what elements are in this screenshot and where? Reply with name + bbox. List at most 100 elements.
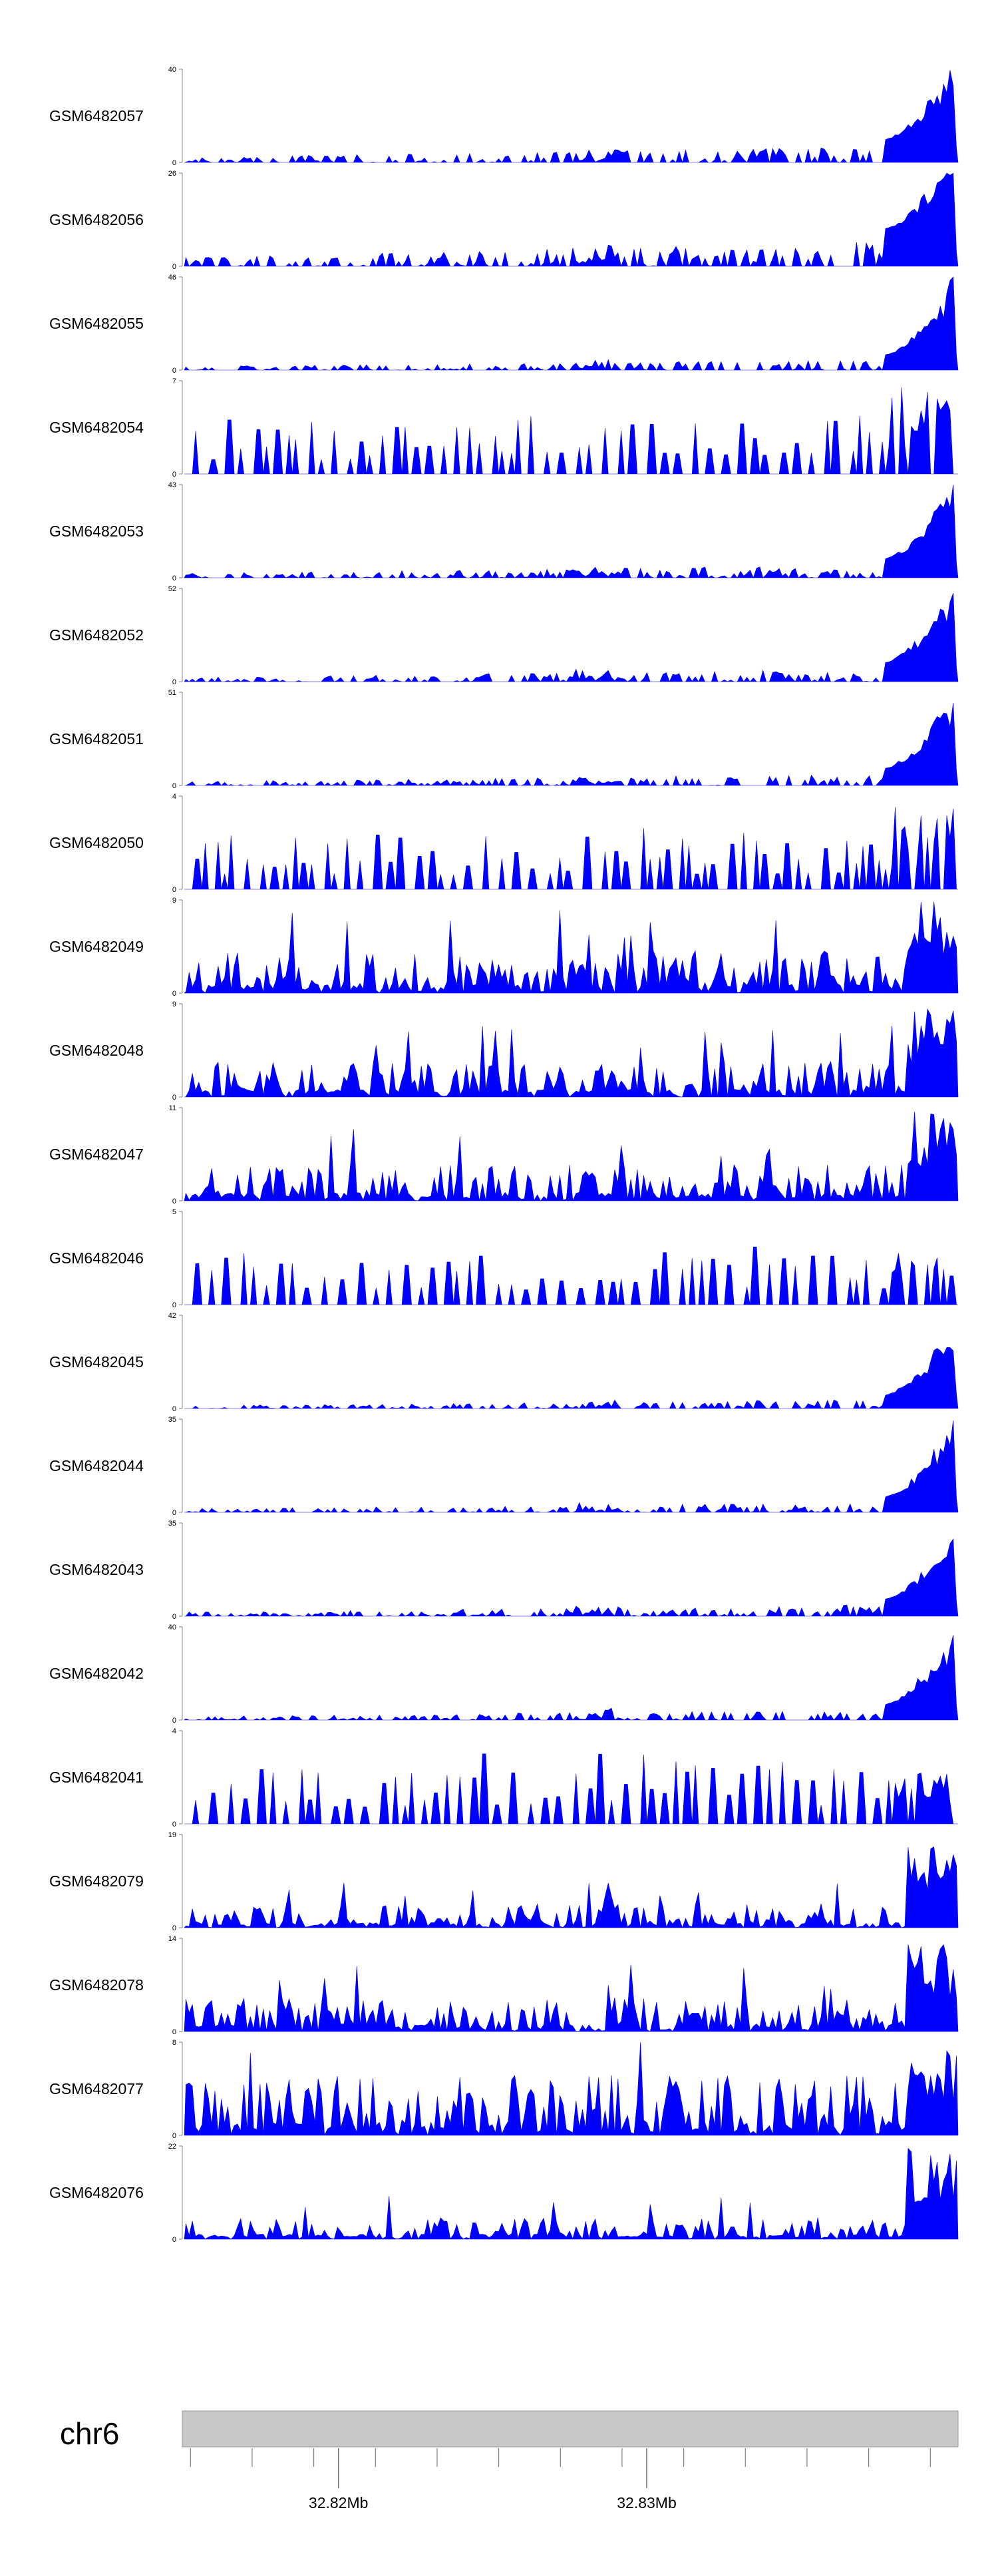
y-max-label: 9: [172, 897, 176, 905]
coverage-area: [184, 1753, 958, 1825]
track-label: GSM6482049: [49, 938, 144, 955]
track-GSM6482079: GSM6482079 19 0: [49, 1831, 959, 1932]
y-max-label: 7: [172, 377, 176, 385]
y-max-label: 42: [168, 1312, 176, 1320]
y-max-label: 52: [168, 585, 176, 593]
y-min-label: 0: [172, 1094, 176, 1102]
y-min-label: 0: [172, 159, 176, 167]
track-label: GSM6482042: [49, 1665, 144, 1682]
track-label: GSM6482054: [49, 419, 144, 436]
y-min-label: 0: [172, 678, 176, 686]
track-label: GSM6482057: [49, 107, 144, 124]
y-min-label: 0: [172, 886, 176, 894]
coverage-area: [184, 276, 959, 371]
position-label: 32.82Mb: [309, 2494, 369, 2511]
y-max-label: 35: [168, 1416, 176, 1424]
track-label: GSM6482076: [49, 2184, 144, 2201]
track-GSM6482057: GSM6482057 40 0: [49, 66, 959, 167]
coverage-area: [184, 2147, 959, 2240]
y-max-label: 4: [172, 793, 176, 801]
coverage-area: [184, 1347, 959, 1409]
y-min-label: 0: [172, 1613, 176, 1621]
coverage-area: [184, 70, 959, 164]
track-GSM6482046: GSM6482046 5 0: [49, 1208, 958, 1309]
coverage-area: [184, 592, 959, 682]
track-label: GSM6482041: [49, 1769, 144, 1786]
coverage-area: [184, 1944, 959, 2032]
track-label: GSM6482043: [49, 1561, 144, 1578]
track-GSM6482044: GSM6482044 35 0: [49, 1416, 959, 1517]
chromosome-label: chr6: [60, 2416, 119, 2451]
y-min-label: 0: [172, 1197, 176, 1205]
y-max-label: 40: [168, 1623, 176, 1631]
track-GSM6482056: GSM6482056 26 0: [49, 170, 959, 271]
track-GSM6482047: GSM6482047 11 0: [49, 1104, 959, 1205]
track-GSM6482052: GSM6482052 52 0: [49, 585, 959, 686]
y-min-label: 0: [172, 1509, 176, 1517]
coverage-area: [184, 484, 959, 578]
coverage-area: [184, 1420, 959, 1513]
y-min-label: 0: [172, 1717, 176, 1725]
track-label: GSM6482044: [49, 1457, 144, 1474]
track-GSM6482050: GSM6482050 4 0: [49, 793, 958, 894]
track-label: GSM6482055: [49, 315, 144, 332]
y-max-label: 4: [172, 1727, 176, 1735]
coverage-area: [184, 387, 958, 475]
track-label: GSM6482048: [49, 1042, 144, 1059]
track-GSM6482054: GSM6482054 7 0: [49, 377, 958, 479]
coverage-tracks: GSM6482057400GSM6482056260GSM6482055460G…: [49, 66, 959, 2244]
y-max-label: 51: [168, 689, 176, 697]
track-GSM6482041: GSM6482041 4 0: [49, 1727, 958, 1828]
y-max-label: 26: [168, 170, 176, 178]
track-GSM6482055: GSM6482055 46 0: [49, 274, 959, 375]
track-GSM6482049: GSM6482049 9 0: [49, 897, 959, 998]
track-label: GSM6482047: [49, 1146, 144, 1163]
coverage-area: [184, 1112, 959, 1201]
y-min-label: 0: [172, 1405, 176, 1413]
track-label: GSM6482046: [49, 1249, 144, 1267]
track-GSM6482078: GSM6482078 14 0: [49, 1935, 959, 2036]
track-label: GSM6482045: [49, 1353, 144, 1371]
y-max-label: 8: [172, 2039, 176, 2047]
y-min-label: 0: [172, 1821, 176, 1828]
coverage-area: [184, 1538, 959, 1617]
track-label: GSM6482051: [49, 730, 144, 748]
y-min-label: 0: [172, 471, 176, 479]
y-min-label: 0: [172, 782, 176, 790]
coverage-area: [184, 807, 958, 890]
track-label: GSM6482056: [49, 211, 144, 228]
track-label: GSM6482079: [49, 1872, 144, 1890]
coverage-area: [184, 901, 959, 994]
y-max-label: 40: [168, 66, 176, 74]
y-max-label: 14: [168, 1935, 176, 1943]
coverage-area: [184, 172, 959, 268]
track-label: GSM6482077: [49, 2080, 144, 2097]
y-max-label: 35: [168, 1520, 176, 1528]
track-GSM6482042: GSM6482042 40 0: [49, 1623, 959, 1725]
track-GSM6482048: GSM6482048 9 0: [49, 1000, 959, 1102]
coverage-area: [184, 703, 959, 786]
y-min-label: 0: [172, 990, 176, 998]
y-min-label: 0: [172, 1301, 176, 1309]
track-label: GSM6482078: [49, 1976, 144, 1994]
track-label: GSM6482053: [49, 523, 144, 540]
coverage-area: [184, 1008, 959, 1098]
coverage-area: [184, 2041, 959, 2136]
y-min-label: 0: [172, 2028, 176, 2036]
y-min-label: 0: [172, 367, 176, 375]
track-GSM6482043: GSM6482043 35 0: [49, 1520, 959, 1621]
track-label: GSM6482052: [49, 626, 144, 644]
y-max-label: 43: [168, 481, 176, 489]
y-max-label: 5: [172, 1208, 176, 1216]
track-GSM6482053: GSM6482053 43 0: [49, 481, 959, 582]
y-min-label: 0: [172, 1924, 176, 1932]
position-label: 32.83Mb: [617, 2494, 677, 2511]
y-min-label: 0: [172, 2236, 176, 2244]
track-GSM6482045: GSM6482045 42 0: [49, 1312, 959, 1413]
genome-axis-ticks: 32.82Mb 32.83Mb: [190, 2448, 931, 2511]
track-GSM6482051: GSM6482051 51 0: [49, 689, 959, 790]
track-GSM6482077: GSM6482077 8 0: [49, 2039, 959, 2140]
coverage-area: [184, 1846, 959, 1928]
y-min-label: 0: [172, 2132, 176, 2140]
